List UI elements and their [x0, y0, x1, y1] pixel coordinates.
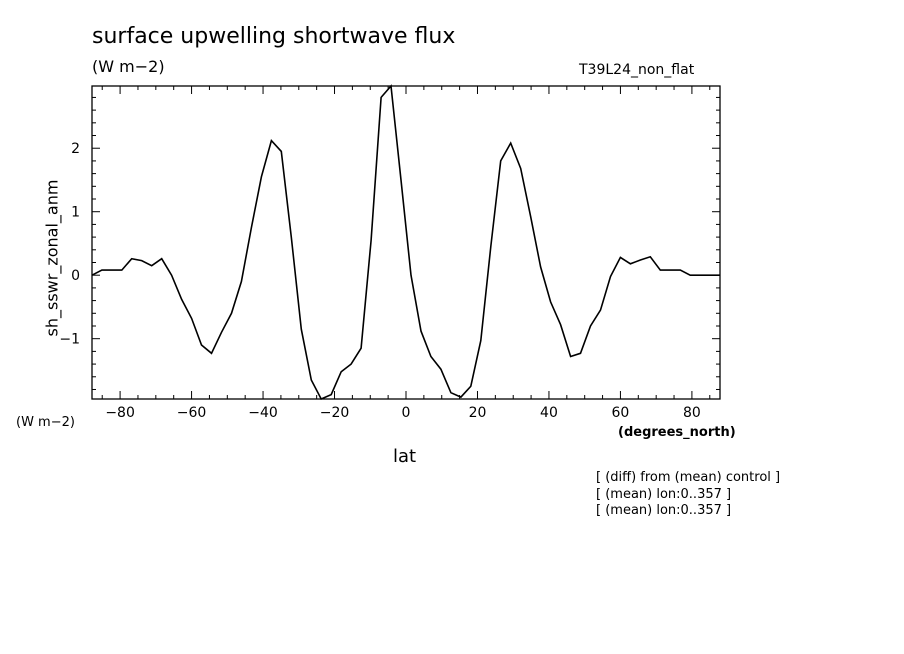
y-axis-units: (W m−2): [16, 415, 75, 430]
plot-frame: [91, 85, 721, 400]
x-tick-label: −20: [320, 405, 350, 421]
axes: [91, 85, 721, 400]
y-tick-label: 0: [71, 268, 80, 284]
x-tick-label: −40: [248, 405, 278, 421]
note-diff: [ (diff) from (mean) control ]: [596, 470, 781, 485]
y-tick-label: 1: [71, 205, 80, 221]
series-line: [91, 84, 720, 401]
tick-labels: −80 −60 −40 −20 0 20 40 60 80 −1 0 1 2: [59, 141, 700, 421]
x-tick-label: −80: [105, 405, 135, 421]
x-tick-label: 60: [612, 405, 630, 421]
x-axis-label: lat: [393, 446, 417, 467]
run-label: T39L24_non_flat: [579, 62, 695, 78]
chart-title: surface upwelling shortwave flux: [92, 24, 456, 49]
note-mean-lon-2: [ (mean) lon:0..357 ]: [596, 503, 732, 518]
x-tick-label: 40: [540, 405, 558, 421]
chart-units: (W m−2): [92, 57, 165, 76]
x-tick-label: 80: [683, 405, 701, 421]
note-mean-lon: [ (mean) lon:0..357 ]: [596, 487, 732, 502]
y-tick-label: 2: [71, 141, 80, 157]
ticks: [92, 86, 720, 399]
x-tick-label: −60: [177, 405, 207, 421]
x-axis-units: (degrees_north): [618, 425, 736, 440]
y-tick-label: −1: [59, 332, 80, 348]
x-tick-label: 20: [469, 405, 487, 421]
x-tick-label: 0: [402, 405, 411, 421]
